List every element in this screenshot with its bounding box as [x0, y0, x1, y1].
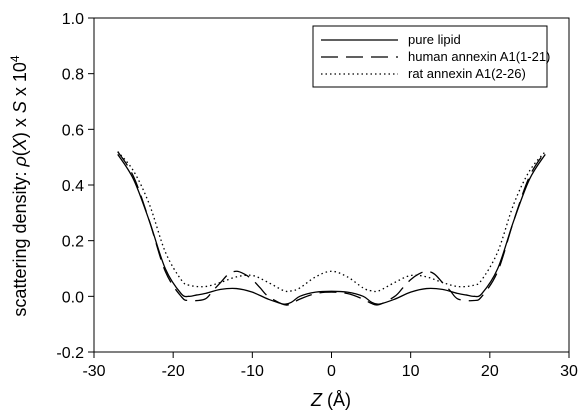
x-tick-label: -30 [82, 363, 105, 380]
legend-label-rat-annexin: rat annexin A1(2-26) [408, 66, 526, 81]
x-tick-label: -20 [162, 363, 185, 380]
series-line-1 [117, 151, 546, 306]
series-line-0 [117, 154, 546, 305]
legend-label-human-annexin: human annexin A1(1-21) [408, 49, 550, 64]
x-tick-label: 10 [402, 363, 420, 380]
legend: pure lipid human annexin A1(1-21) rat an… [312, 25, 550, 88]
y-tick-label: -0.2 [56, 345, 84, 362]
y-tick-label: 0.2 [62, 234, 84, 251]
x-tick-labels: -30 -20 -10 0 10 20 30 [82, 363, 578, 380]
y-tick-label: 1.0 [62, 11, 84, 28]
y-tick-label: 0.4 [62, 178, 84, 195]
x-tick-label: -10 [241, 363, 264, 380]
y-tick-label: 0.8 [62, 67, 84, 84]
series-layer [117, 151, 546, 306]
y-tick-label: 0.6 [62, 122, 84, 139]
legend-label-pure-lipid: pure lipid [408, 32, 461, 47]
y-axis-title: scattering density: ρ(X) x S x 104 [8, 55, 30, 316]
x-tick-label: 20 [481, 363, 499, 380]
y-tick-labels: -0.2 0.0 0.2 0.4 0.6 0.8 1.0 [56, 11, 84, 362]
x-tick-label: 30 [560, 363, 578, 380]
tick-marks [88, 17, 570, 358]
x-axis-title: Z (Å) [310, 390, 351, 410]
x-tick-label: 0 [327, 363, 336, 380]
y-tick-label: 0.0 [62, 289, 84, 306]
series-line-2 [117, 151, 546, 293]
